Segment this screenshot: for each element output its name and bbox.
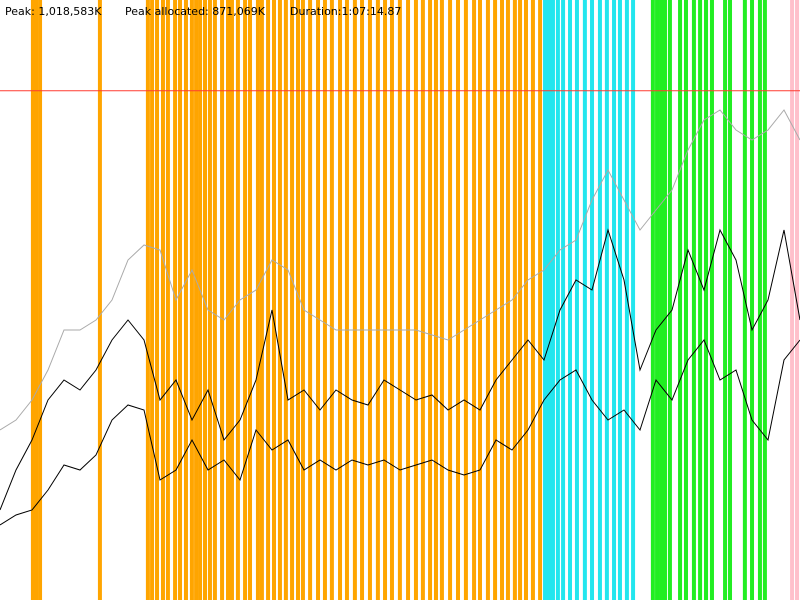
markers <box>30 0 800 600</box>
memory-line <box>0 109 800 431</box>
header: Peak: 1,018,583K Peak allocated: 871,069K… <box>5 5 401 18</box>
memory-line <box>0 339 800 526</box>
memory-line <box>0 228 800 511</box>
header-text: Peak allocated: 871,069K <box>125 5 266 18</box>
header-text: Duration:1:07:14.87 <box>290 5 401 18</box>
lines <box>0 109 800 526</box>
header-text: Peak: 1,018,583K <box>5 5 102 18</box>
